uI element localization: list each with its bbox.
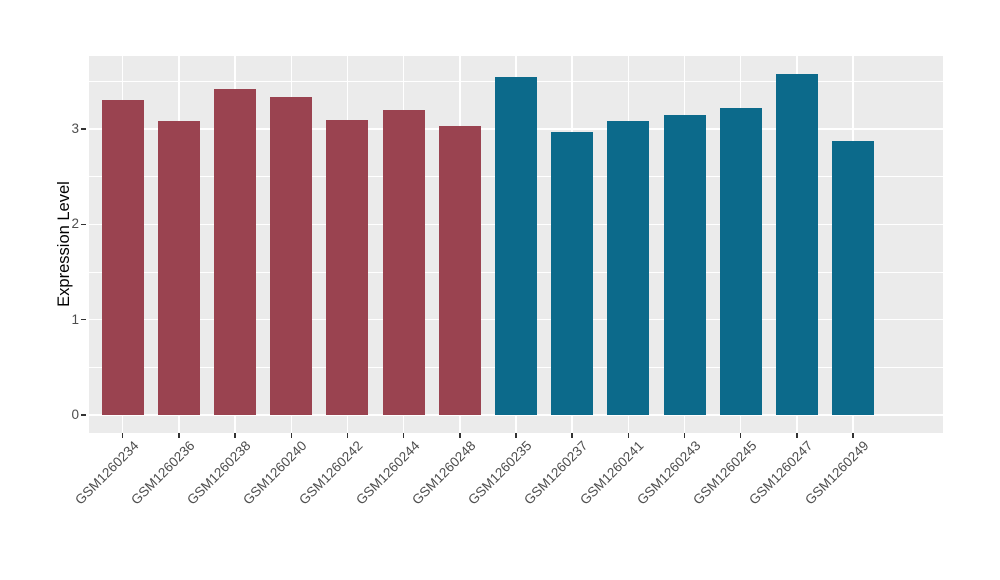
bar-GSM1260243 (663, 114, 706, 415)
bar-GSM1260234 (101, 99, 144, 415)
bar-GSM1260244 (382, 110, 425, 415)
bar-GSM1260241 (607, 121, 650, 415)
x-tick-GSM1260238 (234, 433, 236, 438)
x-tick-GSM1260249 (852, 433, 854, 438)
x-tick-GSM1260236 (178, 433, 180, 438)
bar-GSM1260236 (157, 120, 200, 415)
x-tick-GSM1260247 (796, 433, 798, 438)
x-tick-GSM1260248 (459, 433, 461, 438)
bar-GSM1260247 (775, 73, 818, 415)
bar-GSM1260238 (214, 89, 257, 415)
y-tick-label-2: 2 (71, 216, 79, 232)
y-tick-label-3: 3 (71, 121, 79, 137)
x-tick-GSM1260240 (290, 433, 292, 438)
x-tick-GSM1260245 (739, 433, 742, 438)
bar-GSM1260235 (495, 76, 537, 415)
x-tick-GSM1260234 (121, 433, 124, 438)
bar-GSM1260242 (326, 119, 369, 415)
y-tick-label-1: 1 (71, 311, 79, 327)
bar-GSM1260240 (270, 96, 313, 415)
x-tick-GSM1260243 (683, 433, 686, 438)
bar-GSM1260248 (438, 126, 481, 415)
y-tick-1 (81, 318, 86, 321)
x-tick-GSM1260244 (402, 433, 405, 438)
bar-GSM1260237 (551, 131, 594, 415)
bar-GSM1260245 (719, 108, 762, 415)
bar-GSM1260249 (832, 140, 875, 415)
y-tick-0 (81, 414, 86, 416)
x-tick-GSM1260237 (571, 433, 573, 438)
y-tick-label-0: 0 (71, 407, 79, 422)
x-tick-GSM1260235 (515, 433, 517, 438)
y-tick-2 (81, 223, 86, 226)
x-tick-GSM1260241 (627, 433, 630, 438)
y-tick-3 (81, 128, 86, 130)
x-tick-GSM1260242 (346, 433, 349, 438)
